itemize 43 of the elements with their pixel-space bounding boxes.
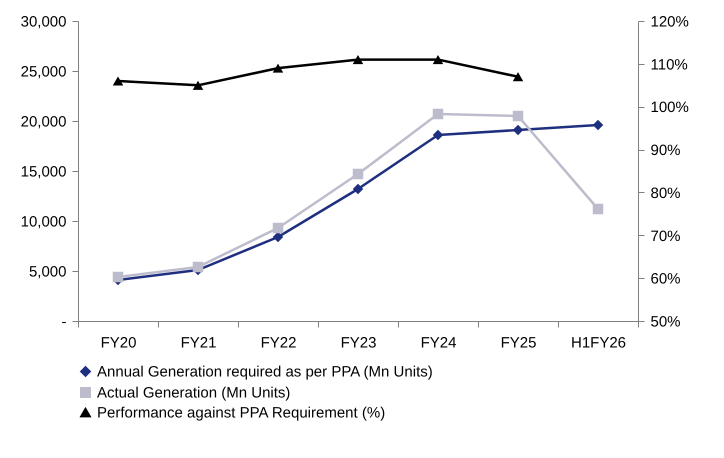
y2-tick-label: 100% [650, 99, 689, 116]
x-tick-label: FY22 [260, 334, 296, 352]
y-tick-label: 15,000 [20, 164, 66, 180]
point [352, 184, 364, 194]
point [112, 76, 124, 86]
legend-label: Annual Generation required as per PPA (Mn Units) [97, 364, 433, 380]
x-tick-label: FY21 [180, 334, 216, 352]
point [272, 64, 284, 73]
point [272, 222, 284, 234]
x-tick-label: FY24 [420, 334, 456, 352]
point [512, 110, 524, 122]
y-tick-label: 25,000 [20, 64, 66, 80]
y2-tick-label: 90% [650, 142, 681, 160]
legend-label: Performance against PPA Requirement (%) [97, 404, 386, 422]
y-tick-label: 5,000 [28, 264, 66, 280]
y-tick-label: 10,000 [20, 214, 66, 230]
y2-tick-label: 110% [650, 56, 688, 74]
point [192, 80, 204, 90]
point [432, 55, 444, 64]
y2-tick-label: 70% [650, 228, 681, 245]
y2-tick-label: 50% [650, 314, 681, 330]
x-tick-label: FY25 [500, 334, 536, 352]
point [432, 130, 444, 140]
legend-label: Actual Generation (Mn Units) [97, 384, 290, 402]
y-tick-label: 30,000 [20, 14, 66, 30]
x-tick-label: H1FY26 [570, 334, 626, 352]
y-tick-label: 20,000 [20, 114, 66, 130]
point [352, 168, 364, 180]
y2-tick-label: 80% [650, 184, 681, 202]
point [592, 120, 604, 130]
point [512, 124, 524, 136]
point [192, 262, 204, 272]
point [272, 232, 284, 242]
point [512, 72, 524, 82]
y2-tick-label: 120% [650, 14, 689, 30]
point [112, 272, 124, 282]
point [592, 204, 604, 214]
y-tick-label: - [62, 314, 66, 330]
y2-tick-label: 60% [650, 270, 681, 288]
point [352, 55, 364, 64]
x-tick-label: FY23 [340, 334, 376, 352]
point [432, 108, 444, 120]
x-tick-label: FY20 [100, 334, 136, 352]
